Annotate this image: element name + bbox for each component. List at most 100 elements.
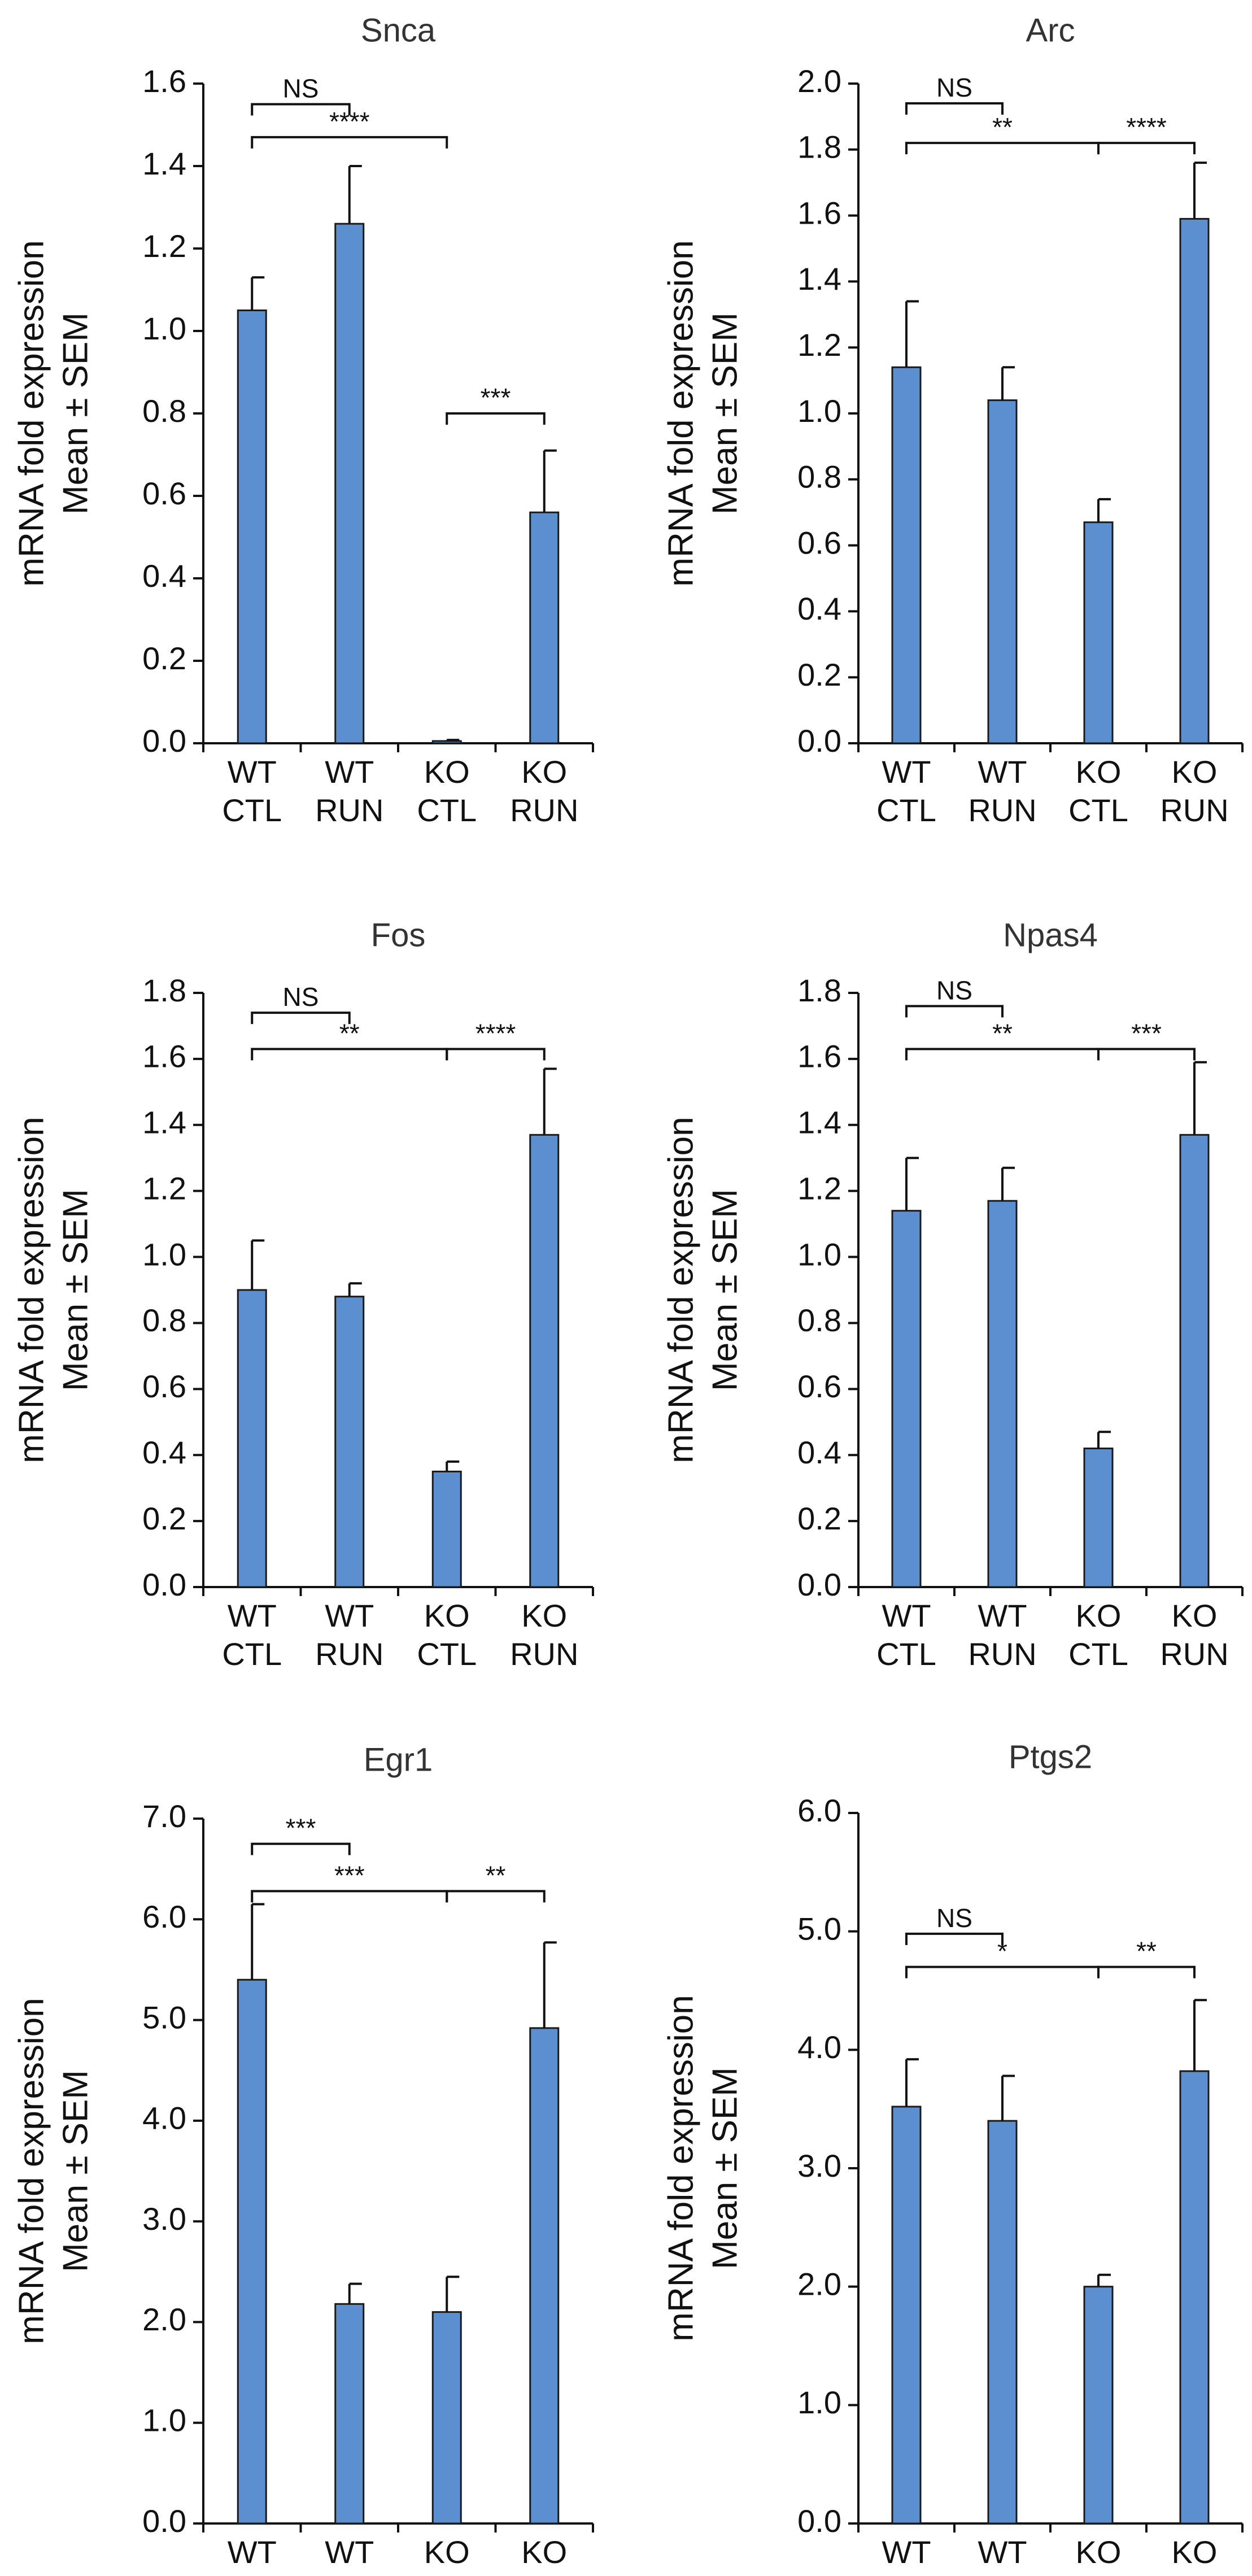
significance-bracket [1097,142,1196,155]
y-tick-label: 1.0 [797,2385,841,2420]
bar-wt-ctl [891,2106,922,2525]
y-axis-label: mRNA fold expression [12,1117,51,1463]
significance-label: ** [992,1018,1013,1048]
bar-wt-run [334,1296,365,1588]
y-tick-label: 0.0 [142,1567,186,1602]
bar-ko-ctl [1083,521,1114,744]
bar-ko-run [1179,2070,1210,2525]
y-tick-label: 0.0 [797,1567,841,1602]
y-tick-label: 1.2 [797,327,841,363]
y-tick-label: 1.4 [797,1105,841,1140]
y-tick-label: 6.0 [142,1899,186,1934]
y-tick-label: 1.0 [142,2403,186,2438]
bar-ko-ctl [431,2311,462,2525]
y-tick-label: 0.4 [142,1435,186,1470]
x-category-label: KO [424,754,470,790]
x-category-label: WT [325,2534,374,2570]
significance-bracket [905,1048,1100,1061]
y-tick-label: 3.0 [142,2201,186,2237]
x-category-label: KO [1172,1598,1218,1633]
x-category-label: KO [521,2534,567,2570]
chart-panel-egr1: Egr1 mRNA fold expression Mean ± SEM 0.0 1.0… [12,1741,594,2576]
y-tick-label: 1.8 [142,973,186,1008]
x-category-label: RUN [315,792,383,828]
y-tick-label: 0.8 [797,459,841,495]
x-category-label: KO [1172,754,1218,790]
x-category-label: RUN [968,792,1036,828]
x-category-label: WT [882,754,931,790]
bar-wt-run [987,399,1018,744]
y-tick-label: 0.0 [797,723,841,759]
significance-bracket [446,412,546,425]
x-category-label: CTL [876,2573,936,2576]
y-axis-label: mRNA fold expression [12,240,51,586]
y-axis-label: mRNA fold expression [661,1995,700,2341]
y-tick-label: 1.4 [142,1105,186,1140]
x-category-label: CTL [876,1636,936,1672]
y-tick-label: 0.2 [797,657,841,692]
bar-wt-ctl [891,1210,922,1588]
x-category-label: RUN [1160,792,1228,828]
y-tick-label: 1.2 [142,1170,186,1206]
x-category-label: KO [424,1598,470,1633]
y-tick-label: 0.4 [797,1435,841,1470]
x-category-label: CTL [876,792,936,828]
significance-bracket [905,1965,1100,1978]
chart-panel-snca: Snca mRNA fold expression Mean ± SEM 0.0 0.2… [12,12,594,828]
x-category-label: CTL [222,792,282,828]
x-category-label: RUN [510,2573,578,2576]
x-category-label: RUN [510,792,578,828]
significance-bracket [251,103,351,116]
significance-label: NS [283,982,319,1012]
significance-label: *** [286,1814,316,1843]
significance-bracket [1097,1048,1196,1061]
significance-bracket [446,1048,546,1061]
y-tick-label: 5.0 [142,1999,186,2035]
y-tick-label: 0.6 [142,476,186,511]
x-category-label: WT [882,1598,931,1633]
y-tick-label: 1.6 [142,63,186,99]
chart-title: Snca [361,12,436,49]
y-tick-label: 1.2 [142,228,186,264]
significance-bracket [905,1932,1004,1945]
significance-bracket [251,1048,448,1061]
significance-bracket [905,1005,1004,1018]
x-category-label: WT [325,754,374,790]
significance-bracket [905,142,1100,155]
y-tick-label: 0.6 [797,525,841,560]
significance-bracket [251,136,448,149]
y-tick-label: 0.2 [797,1501,841,1536]
chart-title: Ptgs2 [1009,1738,1092,1775]
bar-ko-run [1179,1134,1210,1588]
chart-title: Fos [371,917,426,953]
y-tick-label: 4.0 [797,2029,841,2065]
y-axis-label: Mean ± SEM [705,1189,744,1391]
significance-label: ** [992,112,1013,142]
y-tick-label: 1.8 [797,973,841,1008]
y-axis-label: mRNA fold expression [661,1117,700,1463]
chart-panel-npas4: Npas4 mRNA fold expression Mean ± SEM 0.0 0.… [661,917,1244,1672]
x-category-label: KO [521,754,567,790]
y-axis-label: Mean ± SEM [705,312,744,515]
y-tick-label: 1.2 [797,1170,841,1206]
y-axis-label: Mean ± SEM [56,2070,95,2272]
y-tick-label: 0.6 [142,1368,186,1404]
y-tick-label: 1.0 [142,1236,186,1272]
y-tick-label: 1.4 [142,146,186,181]
bar-ko-ctl [431,1470,462,1588]
y-tick-label: 1.0 [142,311,186,346]
y-tick-label: 1.6 [797,1039,841,1074]
x-category-label: RUN [315,1636,383,1672]
x-category-label: WT [978,754,1027,790]
bar-wt-ctl [237,1289,267,1588]
bar-ko-run [1179,217,1210,744]
y-tick-label: 2.0 [142,2302,186,2337]
y-tick-label: 1.6 [142,1039,186,1074]
y-axis-label: Mean ± SEM [56,1189,95,1391]
y-tick-label: 1.0 [797,393,841,429]
significance-label: *** [334,1860,365,1890]
significance-bracket [251,1890,448,1903]
bar-wt-run [334,223,365,744]
y-tick-label: 0.0 [142,723,186,759]
significance-bracket [446,1890,546,1903]
